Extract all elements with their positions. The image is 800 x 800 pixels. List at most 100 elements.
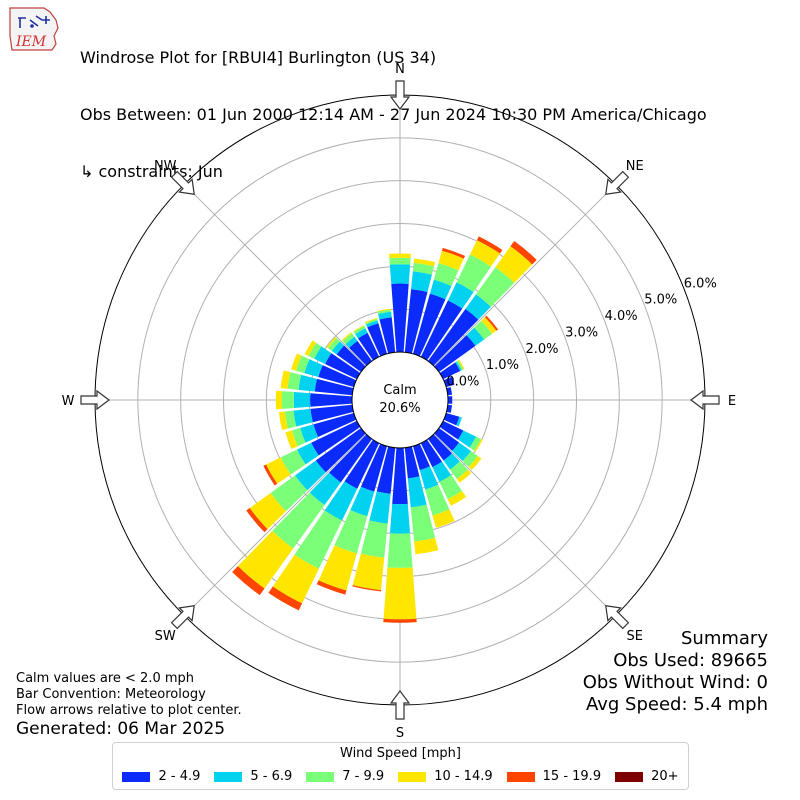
wind-bar-segment xyxy=(349,340,372,366)
wind-bar-segment xyxy=(412,293,446,357)
wind-bar-segment xyxy=(376,446,396,494)
wind-bar-segment xyxy=(318,545,357,591)
wind-bar-segment xyxy=(284,410,297,429)
direction-label: N xyxy=(395,62,405,77)
wind-bar-segment xyxy=(298,374,317,392)
wind-bar-segment xyxy=(389,264,411,284)
wind-bar-segment xyxy=(510,241,537,265)
legend-label: 10 - 14.9 xyxy=(434,769,493,784)
wind-bar-segment xyxy=(429,279,452,300)
wind-bar-segment xyxy=(450,461,468,479)
wind-bar-segment xyxy=(296,442,319,465)
wind-bar-segment xyxy=(414,537,439,555)
wind-bar-segment xyxy=(428,434,453,461)
wind-bar-segment xyxy=(308,342,322,359)
wind-bar-segment xyxy=(443,376,455,388)
wind-bar-segment xyxy=(266,457,291,484)
wind-bar-segment xyxy=(310,393,353,407)
wind-bar-segment xyxy=(281,391,295,409)
wind-bar-segment xyxy=(432,509,455,528)
flow-arrow-icon xyxy=(389,80,411,110)
grid-spoke xyxy=(433,433,617,617)
wind-bar-segment xyxy=(353,325,365,333)
wind-bar-segment xyxy=(447,282,474,309)
wind-bar-segment xyxy=(484,315,499,331)
chart-header: Windrose Plot for [RBUI4] Burlington (US… xyxy=(80,10,707,200)
flow-arrow-icon xyxy=(80,389,110,411)
legend-item: 15 - 19.9 xyxy=(506,769,601,784)
wind-bar-segment xyxy=(272,492,325,549)
wind-bar-segment xyxy=(411,271,432,293)
wind-bar-segment xyxy=(352,585,382,592)
wind-bar-segment xyxy=(391,283,409,353)
legend-item: 5 - 6.9 xyxy=(214,769,292,784)
radial-tick-label: 2.0% xyxy=(525,342,558,357)
radial-tick-label: 0.0% xyxy=(446,375,479,390)
wind-bar-segment xyxy=(443,453,460,470)
wind-bar-segment xyxy=(377,309,392,315)
wind-bar-segment xyxy=(434,428,460,451)
wind-bar-segment xyxy=(383,567,417,620)
wind-bar-segment xyxy=(246,507,268,533)
wind-bar-segment xyxy=(360,520,388,558)
wind-bar-segment xyxy=(412,443,430,471)
radial-tick-label: 6.0% xyxy=(684,276,717,291)
wind-bar-segment xyxy=(334,510,368,554)
wind-bar-segment xyxy=(280,370,291,389)
wind-bar-segment xyxy=(293,408,313,427)
wind-bar-segment xyxy=(456,360,464,371)
wind-bar-segment xyxy=(456,469,472,483)
wind-bar-segment xyxy=(392,447,408,505)
wind-bar-segment xyxy=(369,491,391,524)
wind-bar-segment xyxy=(378,311,392,320)
wind-bar-segment xyxy=(304,359,323,378)
wind-bar-segment xyxy=(314,346,332,364)
wind-bar-segment xyxy=(287,372,302,390)
legend-swatch xyxy=(615,771,644,782)
wind-bar-segment xyxy=(468,456,482,471)
note-calm-definition: Calm values are < 2.0 mph xyxy=(16,671,195,686)
wind-bar-segment xyxy=(465,294,491,320)
wind-bar-segment xyxy=(300,424,318,443)
direction-label: SE xyxy=(627,629,643,644)
wind-bar-segment xyxy=(280,449,306,475)
wind-bar-segment xyxy=(270,475,308,512)
wind-bar-segment xyxy=(294,460,326,491)
wind-bar-segment xyxy=(336,345,366,372)
wind-bar-segment xyxy=(481,317,497,334)
wind-bar-segment xyxy=(249,492,286,530)
legend-item: 7 - 9.9 xyxy=(306,769,384,784)
flow-arrow-icon xyxy=(389,690,411,720)
direction-label: E xyxy=(728,394,736,409)
wind-bar-segment xyxy=(389,257,411,265)
wind-bar-segment xyxy=(263,464,278,486)
wind-bar-segment xyxy=(470,240,500,267)
wind-bar-segment xyxy=(352,553,385,591)
legend: Wind Speed [mph] 2 - 4.9 5 - 6.9 7 - 9.9 10… xyxy=(112,742,689,790)
wind-bar-segment xyxy=(420,439,443,468)
wind-bar-segment xyxy=(379,317,396,354)
calm-circle xyxy=(351,351,449,449)
wind-bar-segment xyxy=(357,332,380,361)
wind-bar-segment xyxy=(315,428,366,473)
wind-bar-segment xyxy=(407,476,427,508)
legend-item: 20+ xyxy=(615,769,679,784)
wind-bar-segment xyxy=(447,490,467,506)
wind-bar-segment xyxy=(313,412,357,438)
chart-title: Windrose Plot for [RBUI4] Burlington (US… xyxy=(80,48,437,67)
radial-tick-label: 5.0% xyxy=(644,293,677,308)
wind-bar-segment xyxy=(410,504,436,542)
wind-bar-segment xyxy=(316,580,347,595)
wind-bar-segment xyxy=(345,336,358,348)
wind-bar-segment xyxy=(419,466,439,490)
wind-bar-segment xyxy=(325,353,361,380)
wind-bar-segment xyxy=(304,340,317,356)
calm-label: Calm xyxy=(383,383,416,398)
wind-bar-segment xyxy=(433,263,459,286)
wind-bar-segment xyxy=(309,472,341,506)
wind-bar-segment xyxy=(327,338,340,351)
wind-bar-segment xyxy=(389,503,411,534)
wind-bar-segment xyxy=(232,566,265,596)
wind-bar-segment xyxy=(237,530,294,589)
summary-avg-speed: Avg Speed: 5.4 mph xyxy=(586,694,768,715)
